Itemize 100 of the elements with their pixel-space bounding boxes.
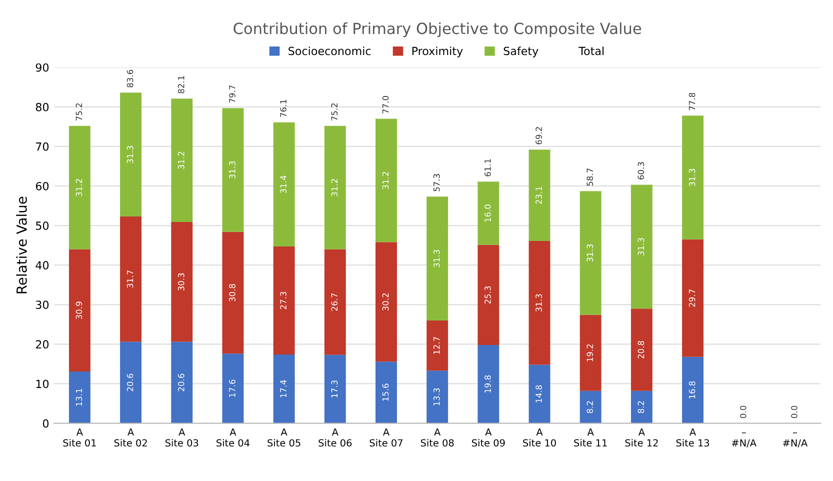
total-label: 79.7 bbox=[229, 85, 236, 103]
bar bbox=[273, 354, 295, 424]
x-tick-label: A Site 05 bbox=[268, 428, 300, 447]
data-label: 13.3 bbox=[433, 388, 440, 406]
data-label: 31.7 bbox=[126, 270, 134, 288]
data-label: 30.9 bbox=[76, 302, 82, 320]
legend-label: Safety bbox=[504, 46, 538, 58]
chart-title: Contribution of Primary Objective to Composite Value bbox=[234, 22, 642, 38]
data-label: 15.6 bbox=[382, 384, 389, 401]
bar bbox=[580, 390, 602, 424]
data-label: 31.3 bbox=[586, 244, 594, 262]
x-tick-label: A Site 12 bbox=[625, 428, 658, 447]
bar bbox=[478, 344, 500, 424]
total-label: 77.0 bbox=[382, 96, 389, 114]
x-tick-label: A Site 04 bbox=[216, 428, 250, 447]
text: 0.0 bbox=[791, 406, 798, 418]
y-tick-label: 30 bbox=[36, 300, 49, 310]
bar bbox=[426, 320, 448, 371]
bar bbox=[171, 222, 193, 342]
legend-label: Proximity bbox=[412, 46, 463, 58]
bar bbox=[222, 232, 244, 354]
x-tick-label: A Site 03 bbox=[165, 428, 198, 447]
bar bbox=[68, 249, 90, 372]
data-label: 17.6 bbox=[229, 380, 236, 397]
bar bbox=[528, 240, 550, 365]
data-label: 16.8 bbox=[688, 381, 696, 398]
y-axis-title: Relative Value bbox=[16, 196, 27, 294]
bar bbox=[630, 308, 652, 391]
y-tick-label: 40 bbox=[36, 261, 49, 270]
bar bbox=[222, 354, 244, 424]
y-tick-label: 10 bbox=[36, 380, 49, 388]
data-label: 31.3 bbox=[638, 238, 644, 256]
bar bbox=[682, 116, 704, 240]
y-tick-label: 90 bbox=[36, 63, 49, 72]
total-label: 61.1 bbox=[484, 159, 491, 176]
bar bbox=[426, 370, 448, 424]
bar bbox=[478, 182, 500, 245]
total-label: 69.2 bbox=[536, 127, 542, 144]
x-tick-label: A Site 10 bbox=[523, 428, 556, 447]
total-label: 75.2 bbox=[76, 103, 82, 120]
bar bbox=[580, 191, 602, 315]
bar bbox=[171, 342, 193, 424]
total-label: 58.7 bbox=[586, 168, 594, 186]
bar bbox=[273, 246, 295, 354]
bar bbox=[630, 390, 652, 424]
data-label: 19.8 bbox=[484, 375, 491, 392]
y-tick-label: 50 bbox=[36, 222, 49, 230]
x-tick-label: A Site 13 bbox=[676, 428, 710, 447]
x-tick-label: A Site 11 bbox=[574, 428, 607, 447]
data-label: 20.6 bbox=[126, 374, 134, 392]
data-label: 25.3 bbox=[484, 286, 491, 304]
data-label: 16.0 bbox=[484, 204, 491, 222]
bar bbox=[376, 242, 397, 362]
bar bbox=[630, 184, 652, 309]
total-label: 82.1 bbox=[178, 76, 184, 94]
bar bbox=[682, 356, 704, 424]
x-tick-label: A Site 08 bbox=[420, 428, 454, 447]
bar bbox=[273, 122, 295, 246]
x-tick-label: – #N/A bbox=[783, 432, 808, 448]
x-tick-label: A Site 07 bbox=[370, 428, 402, 447]
data-label: 31.3 bbox=[433, 250, 440, 268]
x-tick-label: A Site 06 bbox=[318, 428, 352, 447]
data-label: 17.4 bbox=[280, 380, 286, 398]
x-tick-label: – #N/A bbox=[732, 432, 756, 448]
data-label: 31.3 bbox=[229, 161, 236, 179]
bar bbox=[682, 239, 704, 357]
bar bbox=[376, 118, 397, 242]
bar bbox=[120, 92, 142, 216]
data-label: 8.2 bbox=[586, 401, 594, 414]
bar bbox=[120, 342, 142, 424]
total-label: 57.3 bbox=[433, 174, 440, 192]
x-tick-label: A Site 02 bbox=[114, 428, 147, 447]
total-label: 75.2 bbox=[331, 103, 338, 120]
data-label: 30.8 bbox=[229, 284, 236, 302]
bar bbox=[120, 216, 142, 342]
data-label: 31.2 bbox=[331, 179, 338, 196]
legend-label: Socioeconomic bbox=[288, 46, 371, 56]
data-label: 27.3 bbox=[280, 292, 286, 310]
bar bbox=[68, 126, 90, 250]
data-label: 14.8 bbox=[536, 385, 542, 402]
x-tick-label: A Site 01 bbox=[63, 428, 96, 447]
data-label: 8.2 bbox=[638, 401, 644, 414]
bar bbox=[528, 150, 550, 241]
bar bbox=[68, 371, 90, 424]
text: 0.0 bbox=[740, 406, 746, 418]
data-label: 31.2 bbox=[178, 152, 184, 169]
bar bbox=[324, 126, 346, 250]
bar bbox=[426, 196, 448, 320]
total-label: 83.6 bbox=[126, 70, 134, 88]
y-tick-label: 70 bbox=[36, 142, 49, 151]
bar bbox=[478, 244, 500, 345]
bar bbox=[171, 98, 193, 222]
bar bbox=[528, 364, 550, 424]
bar bbox=[580, 314, 602, 391]
data-label: 20.8 bbox=[638, 341, 644, 358]
bar bbox=[222, 108, 244, 232]
data-label: 31.2 bbox=[382, 172, 389, 190]
data-label: 30.2 bbox=[382, 293, 389, 311]
data-label: 31.3 bbox=[688, 168, 696, 186]
bar bbox=[324, 354, 346, 424]
